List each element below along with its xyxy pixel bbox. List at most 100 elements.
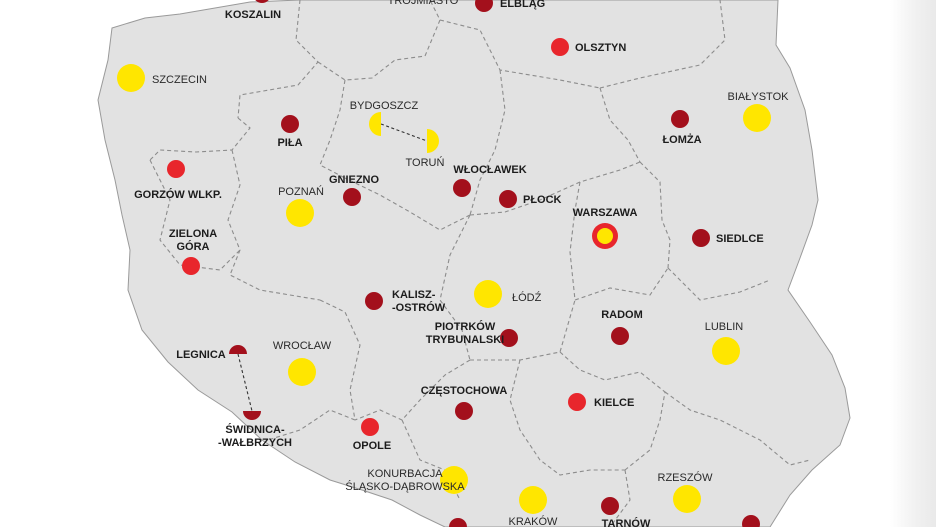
gorzow-label: GORZÓW WLKP.	[134, 188, 222, 201]
lomza-label: ŁOMŻA	[662, 133, 701, 146]
torun-marker	[427, 129, 439, 153]
czestochowa-marker	[455, 402, 473, 420]
przemysl-marker	[742, 515, 760, 527]
gorzow-marker	[167, 160, 185, 178]
label-line: POZNAŃ	[278, 185, 324, 198]
label-line: SZCZECIN	[152, 74, 207, 86]
wroclaw-label: WROCŁAW	[273, 340, 332, 352]
swidnica-label: ŚWIDNICA--WAŁBRZYCH	[218, 423, 292, 449]
opole-label: OPOLE	[353, 440, 392, 452]
label-line: RADOM	[601, 309, 643, 321]
label-line: KIELCE	[594, 397, 634, 409]
olsztyn-marker	[551, 38, 569, 56]
bydgoszcz-label: BYDGOSZCZ	[350, 100, 419, 112]
label-line: ŁOMŻA	[662, 133, 701, 146]
label-line: TRYBUNALSKI	[426, 334, 504, 346]
poznan-marker	[286, 199, 314, 227]
label-line: ŁÓDŹ	[512, 291, 542, 304]
warszawa-label: WARSZAWA	[573, 207, 638, 219]
label-line: ZIELONA	[169, 228, 217, 240]
label-line: RZESZÓW	[658, 471, 714, 484]
piotrkow-label: PIOTRKÓW TRYBUNALSKI	[426, 320, 504, 346]
lodz-marker	[474, 280, 502, 308]
label-line: KOSZALIN	[225, 9, 281, 21]
olsztyn-label: OLSZTYN	[575, 42, 626, 54]
label-line: ŚWIDNICA-	[225, 423, 285, 436]
label-line: SIEDLCE	[716, 233, 764, 245]
label-line: GNIEZNO	[329, 174, 380, 186]
piotrkow-marker	[500, 329, 518, 347]
page-edge-shade	[890, 0, 936, 527]
legnica-marker	[229, 345, 247, 354]
zielona-gora-label: ZIELONA GÓRA	[169, 228, 217, 253]
radom-marker	[611, 327, 629, 345]
poznan-label: POZNAŃ	[278, 185, 324, 198]
label-line: -OSTRÓW	[392, 301, 446, 314]
bydgoszcz-marker	[369, 112, 381, 136]
pila-label: PIŁA	[277, 137, 302, 149]
elblag-label: ELBLĄG	[500, 0, 545, 10]
label-line: KONURBACJA	[367, 468, 443, 480]
label-line: KRAKÓW	[509, 515, 559, 527]
label-line: LEGNICA	[176, 349, 226, 361]
konurbacja-label: KONURBACJA ŚLĄSKO-DĄBROWSKA	[345, 468, 465, 493]
poland-outline	[97, 0, 851, 527]
szczecin-marker	[117, 64, 145, 92]
label-line: -WAŁBRZYCH	[218, 437, 292, 449]
label-line: BIAŁYSTOK	[728, 91, 790, 103]
lublin-marker	[712, 337, 740, 365]
legnica-swidnica-connector	[237, 353, 253, 412]
kalisz-label: KALISZ--OSTRÓW	[392, 289, 446, 314]
radom-label: RADOM	[601, 309, 643, 321]
label-line: TARNÓW	[602, 517, 651, 527]
rzeszow-marker	[673, 485, 701, 513]
tarnow-marker	[601, 497, 619, 515]
wloclawek-marker	[453, 179, 471, 197]
kielce-marker	[568, 393, 586, 411]
label-line: PIŁA	[277, 137, 302, 149]
label-line: WŁOCŁAWEK	[453, 164, 526, 176]
twin-city-connectors	[237, 123, 428, 412]
plock-label: PŁOCK	[523, 194, 562, 206]
siedlce-label: SIEDLCE	[716, 233, 764, 245]
pila-marker	[281, 115, 299, 133]
lublin-label: LUBLIN	[705, 321, 744, 333]
wloclawek-label: WŁOCŁAWEK	[453, 164, 526, 176]
bielsko-marker	[449, 518, 467, 527]
label-line: BYDGOSZCZ	[350, 100, 419, 112]
koszalin-marker	[255, 0, 269, 3]
swidnica-marker	[243, 411, 261, 420]
city-markers	[117, 0, 771, 527]
label-line: LUBLIN	[705, 321, 744, 333]
torun-label: TORUŃ	[406, 156, 445, 169]
rzeszow-label: RZESZÓW	[658, 471, 714, 484]
bialystok-marker	[743, 104, 771, 132]
opole-marker	[361, 418, 379, 436]
szczecin-label: SZCZECIN	[152, 74, 207, 86]
tarnow-label: TARNÓW	[602, 517, 651, 527]
zielona-gora-marker	[182, 257, 200, 275]
label-line: CZĘSTOCHOWA	[421, 385, 508, 397]
krakow-label: KRAKÓW	[509, 515, 559, 527]
koszalin-label: KOSZALIN	[225, 9, 281, 21]
label-line: KALISZ-	[392, 289, 436, 301]
bialystok-label: BIAŁYSTOK	[728, 91, 790, 103]
warszawa-marker	[592, 223, 618, 249]
legnica-label: LEGNICA	[176, 349, 226, 361]
plock-marker	[499, 190, 517, 208]
czestochowa-label: CZĘSTOCHOWA	[421, 385, 508, 397]
label-line: TRÓJMIASTO	[388, 0, 459, 7]
elblag-marker	[475, 0, 493, 12]
kalisz-marker	[365, 292, 383, 310]
label-line: OLSZTYN	[575, 42, 626, 54]
siedlce-marker	[692, 229, 710, 247]
gniezno-label: GNIEZNO	[329, 174, 380, 186]
label-line: ELBLĄG	[500, 0, 545, 10]
label-line: GORZÓW WLKP.	[134, 188, 222, 201]
label-line: PIOTRKÓW	[435, 320, 496, 333]
label-line: WROCŁAW	[273, 340, 332, 352]
krakow-marker	[519, 486, 547, 514]
label-line: PŁOCK	[523, 194, 562, 206]
trojmiasto-label: TRÓJMIASTO	[388, 0, 459, 7]
